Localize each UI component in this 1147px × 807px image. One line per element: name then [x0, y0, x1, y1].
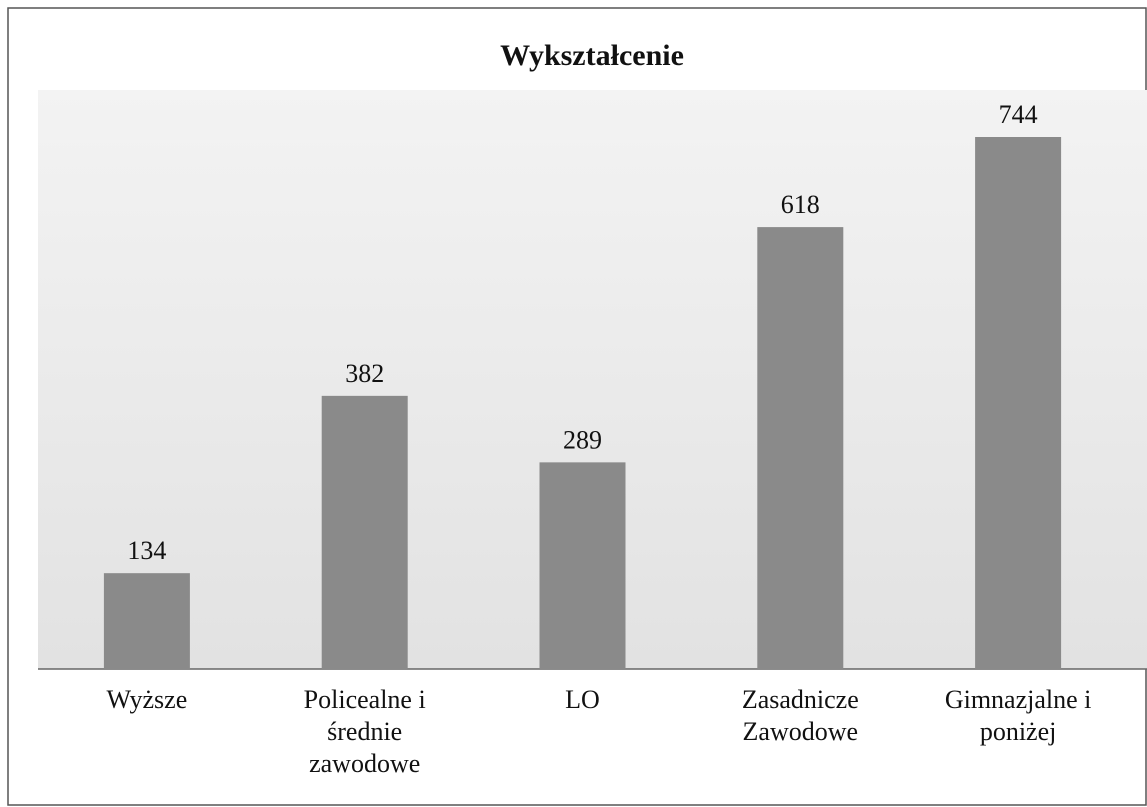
value-label: 289: [563, 425, 602, 454]
value-label: 134: [127, 536, 166, 565]
x-tick-label: Wyższe: [106, 685, 188, 714]
x-tick-label: Zasadnicze Zawodowe: [741, 685, 859, 746]
x-tick-label: Gimnazjalne i poniżej: [944, 685, 1092, 746]
bar: [321, 395, 408, 669]
bar: [757, 227, 844, 669]
value-label: 618: [781, 190, 820, 219]
x-tick-label: LO: [565, 685, 600, 714]
value-label: 744: [999, 100, 1038, 129]
bar: [103, 573, 190, 669]
x-tick-label: Policealne i średnie zawodowe: [303, 685, 426, 778]
chart-title: Wykształcenie: [500, 39, 684, 72]
bar: [975, 137, 1062, 669]
value-label: 382: [345, 359, 384, 388]
bar: [539, 462, 626, 669]
